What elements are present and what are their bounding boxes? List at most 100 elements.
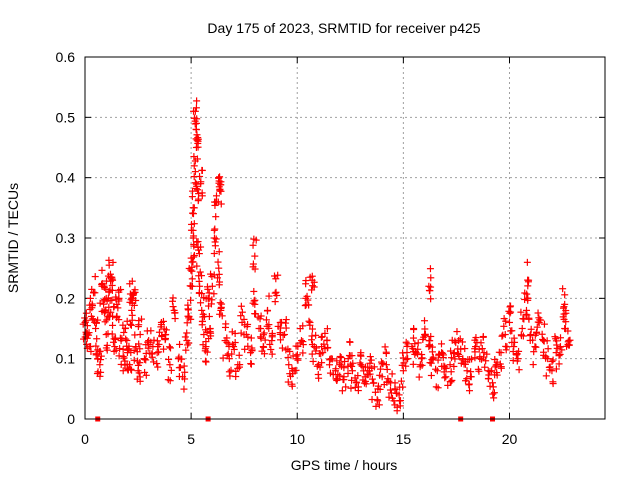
data-point bbox=[193, 136, 201, 144]
data-point bbox=[88, 285, 96, 293]
data-point bbox=[185, 339, 193, 347]
data-point bbox=[216, 278, 224, 286]
data-point bbox=[232, 373, 240, 381]
data-point bbox=[523, 290, 531, 298]
data-point bbox=[312, 344, 320, 352]
data-point bbox=[450, 349, 458, 357]
data-point bbox=[191, 179, 199, 187]
data-point bbox=[471, 336, 479, 344]
data-point bbox=[248, 347, 256, 355]
data-point bbox=[190, 242, 198, 250]
data-point bbox=[339, 376, 347, 384]
data-point bbox=[195, 250, 203, 258]
data-point bbox=[230, 345, 238, 353]
data-point bbox=[190, 114, 198, 122]
data-point bbox=[557, 334, 565, 342]
data-point bbox=[332, 365, 340, 373]
data-point bbox=[529, 336, 537, 344]
data-point bbox=[108, 281, 116, 289]
y-tick-label: 0.1 bbox=[56, 351, 76, 367]
data-point bbox=[160, 345, 168, 353]
data-point bbox=[308, 332, 316, 340]
data-point bbox=[507, 302, 515, 310]
data-point bbox=[228, 328, 236, 336]
data-point bbox=[133, 375, 141, 383]
data-point bbox=[103, 316, 111, 324]
data-point bbox=[257, 325, 265, 333]
data-point bbox=[434, 384, 442, 392]
data-point bbox=[348, 362, 356, 370]
data-point bbox=[219, 354, 227, 362]
data-point bbox=[166, 344, 174, 352]
data-point bbox=[127, 321, 135, 329]
data-point bbox=[261, 336, 269, 344]
data-point bbox=[97, 356, 105, 364]
data-point bbox=[292, 352, 300, 360]
data-point bbox=[225, 355, 233, 363]
data-point bbox=[505, 318, 513, 326]
data-point bbox=[308, 350, 316, 358]
data-point bbox=[468, 355, 476, 363]
data-point bbox=[284, 354, 292, 362]
data-point bbox=[235, 351, 243, 359]
data-point bbox=[333, 376, 341, 384]
data-point bbox=[358, 362, 366, 370]
data-point bbox=[475, 345, 483, 353]
data-point bbox=[155, 348, 163, 356]
data-point bbox=[250, 287, 258, 295]
data-point bbox=[125, 345, 133, 353]
data-point bbox=[491, 356, 499, 364]
data-point bbox=[197, 299, 205, 307]
data-point bbox=[515, 347, 523, 355]
data-point bbox=[228, 350, 236, 358]
data-point bbox=[194, 197, 202, 205]
data-point bbox=[451, 355, 459, 363]
data-point bbox=[190, 107, 198, 115]
data-point bbox=[409, 360, 417, 368]
data-point bbox=[137, 315, 145, 323]
data-point bbox=[222, 320, 230, 328]
data-point bbox=[489, 390, 497, 398]
data-point bbox=[402, 338, 410, 346]
x-tick-label: 20 bbox=[502, 431, 518, 447]
x-tick-label: 0 bbox=[81, 431, 89, 447]
data-point bbox=[305, 317, 313, 325]
data-point bbox=[560, 303, 568, 311]
data-point bbox=[136, 345, 144, 353]
data-point bbox=[215, 264, 223, 272]
data-point bbox=[427, 283, 435, 291]
data-point bbox=[368, 375, 376, 383]
data-point bbox=[186, 282, 194, 290]
data-point bbox=[500, 315, 508, 323]
data-point bbox=[154, 343, 162, 351]
y-tick-label: 0 bbox=[67, 411, 75, 427]
data-point bbox=[299, 341, 307, 349]
data-point bbox=[321, 329, 329, 337]
data-point bbox=[294, 342, 302, 350]
data-point bbox=[210, 234, 218, 242]
data-point bbox=[274, 322, 282, 330]
data-point bbox=[524, 278, 532, 286]
data-point bbox=[267, 345, 275, 353]
data-point bbox=[184, 305, 192, 313]
data-point bbox=[458, 338, 466, 346]
data-point bbox=[282, 319, 290, 327]
data-point bbox=[192, 104, 200, 112]
data-point bbox=[497, 363, 505, 371]
data-point bbox=[447, 354, 455, 362]
data-point bbox=[182, 346, 190, 354]
data-point bbox=[271, 298, 279, 306]
data-point bbox=[313, 362, 321, 370]
data-point bbox=[215, 248, 223, 256]
y-tick-label: 0.2 bbox=[56, 290, 76, 306]
data-point bbox=[549, 380, 557, 388]
data-point bbox=[382, 361, 390, 369]
data-point bbox=[455, 350, 463, 358]
data-point bbox=[318, 359, 326, 367]
data-point bbox=[102, 277, 110, 285]
data-point bbox=[117, 286, 125, 294]
data-point bbox=[98, 266, 106, 274]
data-point bbox=[82, 309, 90, 317]
data-point bbox=[308, 341, 316, 349]
data-point bbox=[188, 267, 196, 275]
